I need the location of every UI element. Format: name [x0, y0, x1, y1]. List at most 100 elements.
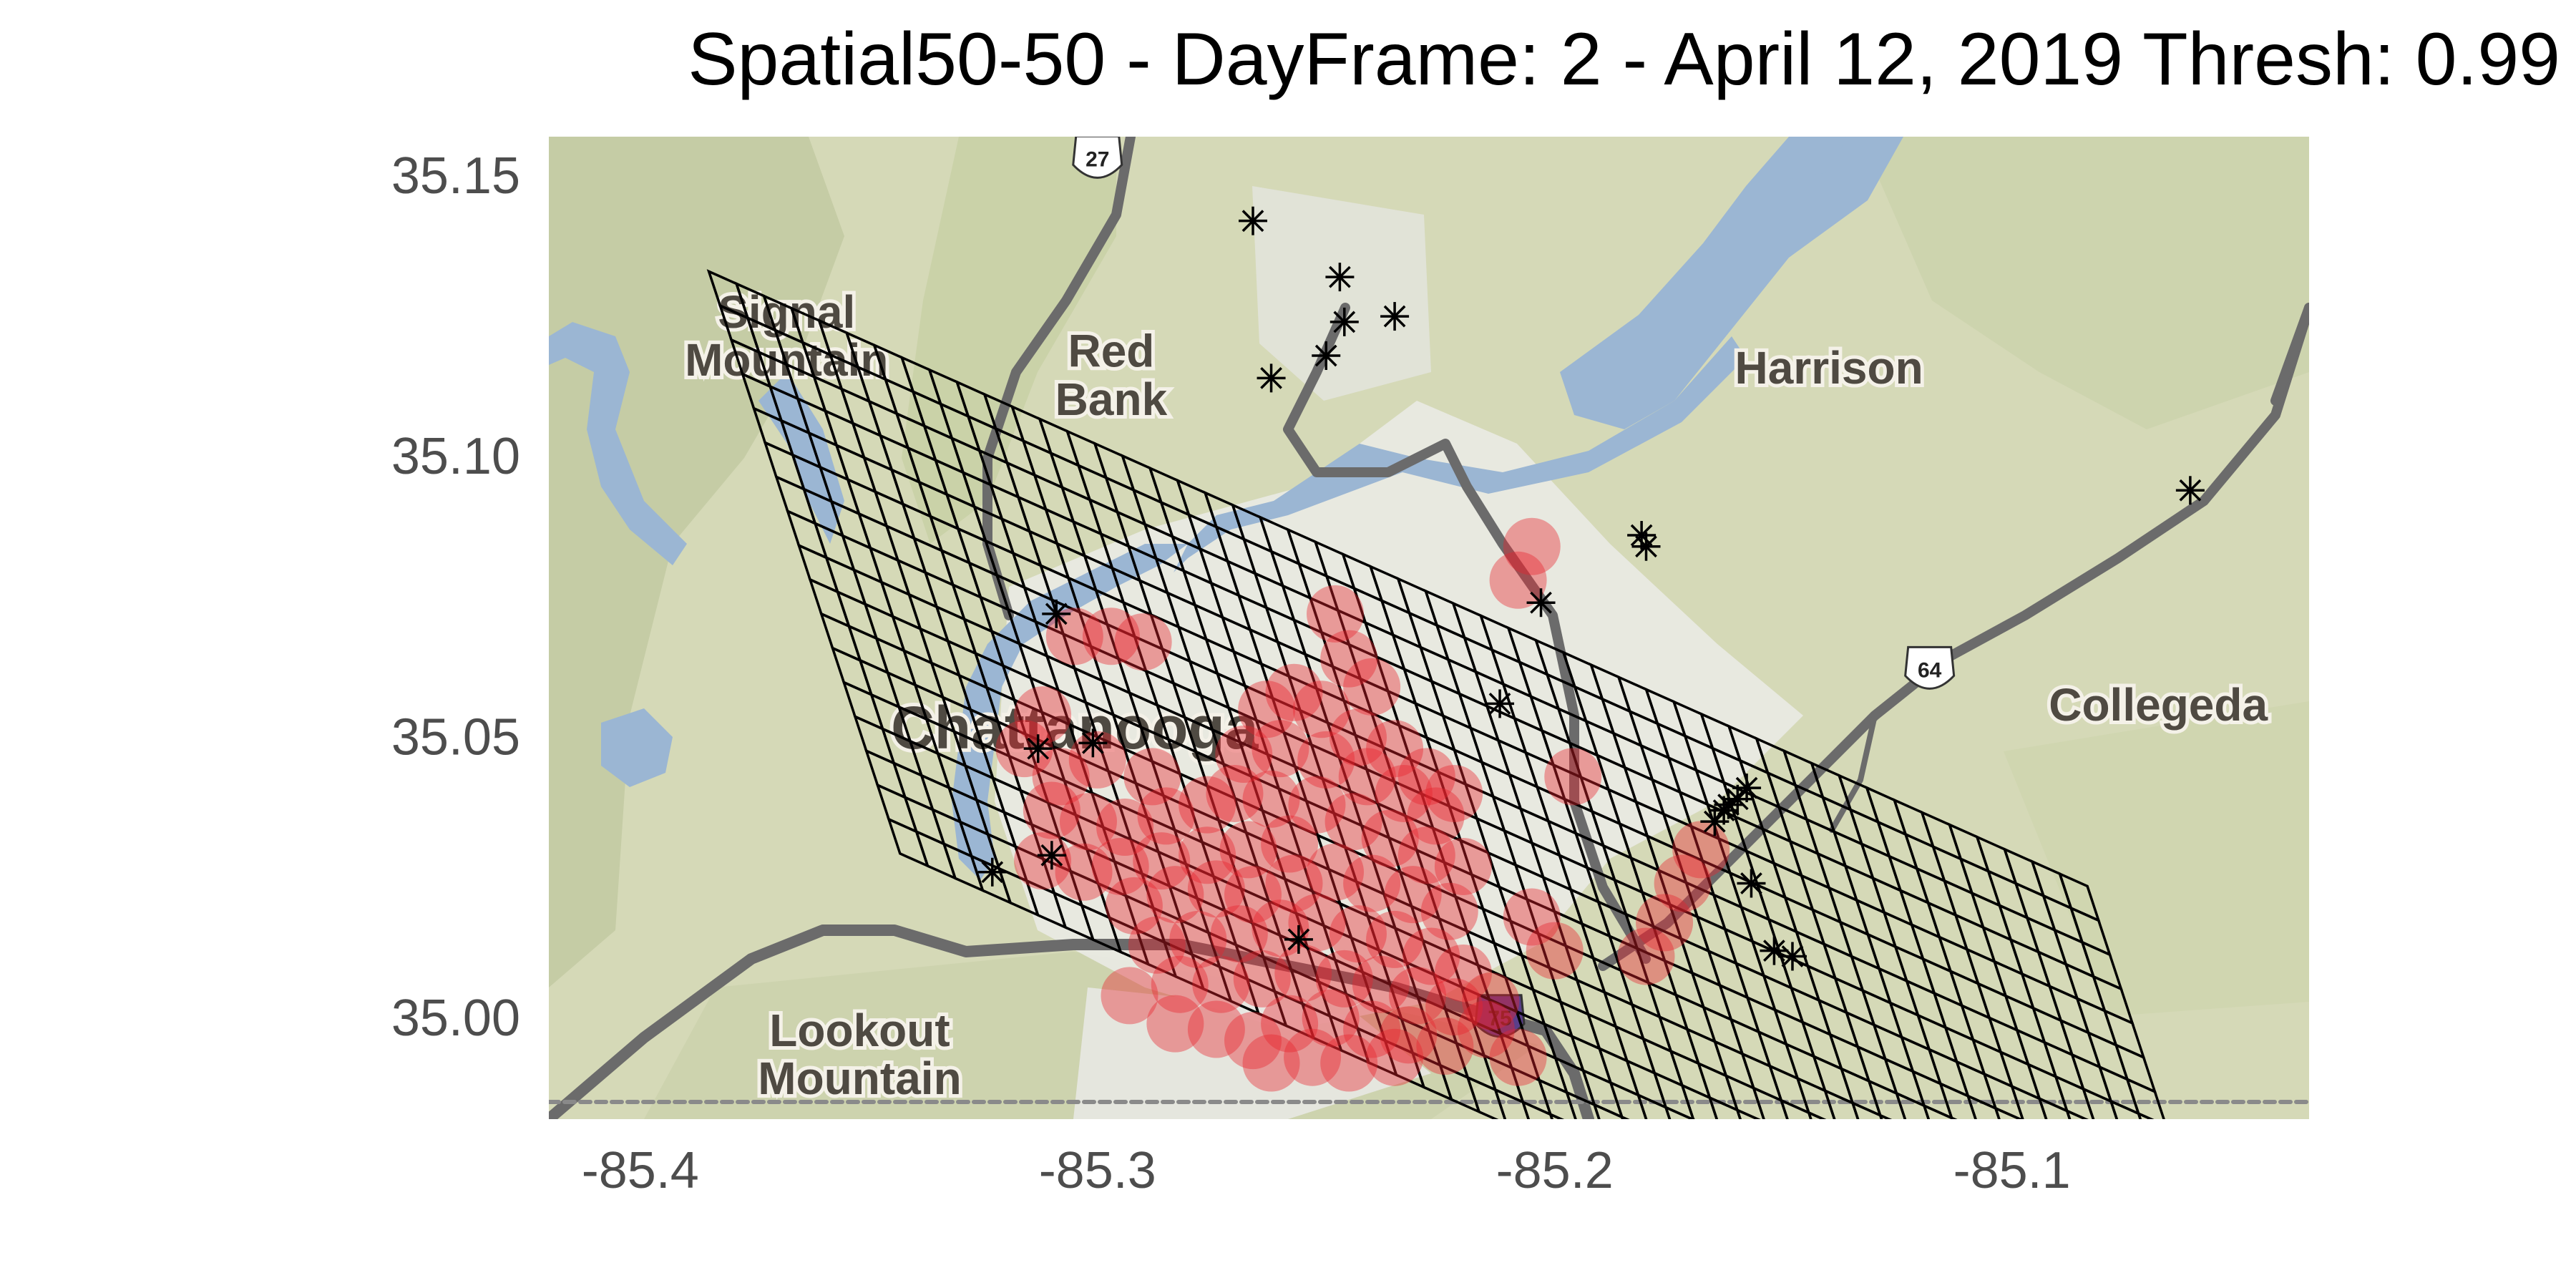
- event-marker: [1257, 364, 1286, 393]
- hotspot-circle: [1292, 680, 1350, 738]
- event-marker: [977, 857, 1007, 887]
- hotspot-circle: [1133, 832, 1191, 890]
- event-marker: [1023, 734, 1053, 763]
- grid-cell: [1765, 1123, 1803, 1169]
- hotspot-circle: [1343, 658, 1401, 716]
- hotspot-circle: [1420, 882, 1478, 940]
- grid-cell: [1909, 1274, 1948, 1288]
- grid-cell: [2073, 1201, 2112, 1248]
- grid-cell: [2081, 1086, 2119, 1119]
- grid-cell: [1982, 1071, 2024, 1119]
- hotspot-circle: [1288, 776, 1346, 834]
- hotspot-circle: [1068, 731, 1126, 789]
- grid-cell: [1633, 1151, 1672, 1198]
- hotspot-circle: [1343, 854, 1401, 912]
- hotspot-circle: [1302, 989, 1360, 1047]
- grid-cell: [2184, 1251, 2223, 1288]
- grid-cell: [1689, 1176, 1727, 1222]
- map-panel[interactable]: Signal Mountain Red BankHarrisonChattanooga…: [549, 136, 2309, 1288]
- hotspot-circle: [1210, 905, 1268, 963]
- hotspot-circle: [1123, 748, 1181, 806]
- grid-cell: [2106, 1158, 2145, 1204]
- hotspot-circle: [1324, 793, 1382, 851]
- hotspot-circle: [1366, 1028, 1424, 1086]
- event-marker: [1042, 599, 1071, 628]
- hotspot-circle: [1192, 955, 1250, 1013]
- grid-cell: [1677, 1142, 1716, 1189]
- grid-cell: [1836, 1125, 1875, 1171]
- y-axis: 35.15 35.10 35.05 35.00: [391, 147, 520, 1047]
- grid-cell: [1941, 1230, 1980, 1277]
- grid-cell: [1661, 1163, 1699, 1210]
- grid-cell: [1779, 1098, 1813, 1119]
- hotspot-circle: [1179, 826, 1236, 884]
- hotspot-circle: [1261, 815, 1319, 873]
- grid-cell: [1898, 1240, 1936, 1287]
- grid-cell: [2094, 1123, 2133, 1170]
- event-marker: [1330, 307, 1359, 336]
- event-marker: [1078, 728, 1108, 758]
- grid-cell: [2052, 1279, 2091, 1288]
- hotspot-circle: [1329, 905, 1387, 963]
- hotspot-circle: [1242, 770, 1300, 828]
- hotspot-circle: [1187, 860, 1245, 918]
- event-marker: [1631, 532, 1661, 561]
- place-label-red-bank: Red Bank: [1055, 326, 1168, 425]
- hotspot-circle: [1224, 1012, 1282, 1070]
- grid-cell: [1922, 1103, 1953, 1119]
- grid-cell: [1724, 1073, 1765, 1119]
- x-tick-label: -85.3: [1039, 1142, 1156, 1199]
- hotspot-circle: [1457, 1000, 1515, 1058]
- hotspot-circle: [1101, 967, 1158, 1025]
- place-label-collegedale: Collegeda: [2049, 679, 2268, 731]
- grid-cell: [2089, 1179, 2128, 1226]
- hotspot-circle: [1105, 877, 1163, 935]
- grid-cell: [2156, 1239, 2195, 1285]
- hotspot-circle: [1434, 945, 1492, 1002]
- grid-cell: [1953, 1264, 1991, 1288]
- grid-cell: [1619, 1114, 1630, 1119]
- hotspot-circle: [1297, 731, 1355, 789]
- y-tick-label: 35.05: [391, 708, 520, 766]
- grid-cell: [1771, 1213, 1810, 1259]
- event-marker: [1312, 341, 1341, 370]
- grid-cell: [2054, 1074, 2095, 1119]
- hotspot-circle: [1146, 995, 1204, 1053]
- hotspot-circle: [1315, 950, 1373, 1008]
- route-shield-label: 27: [1085, 147, 1109, 171]
- y-tick-label: 35.10: [391, 428, 520, 485]
- grid-cell: [1958, 1209, 1996, 1255]
- hotspot-circle: [1179, 776, 1236, 834]
- grid-cell: [2122, 1136, 2161, 1182]
- grid-cell: [2140, 1260, 2178, 1288]
- grid-cell: [1806, 1110, 1827, 1119]
- hotspot-circle: [1261, 995, 1319, 1053]
- route-shield-us-27: 27: [1072, 137, 1123, 179]
- hotspot-circle: [1320, 630, 1378, 688]
- grid-cell: [2172, 1216, 2211, 1263]
- hotspot-circle: [1014, 686, 1072, 744]
- grid-cell: [2125, 1077, 2165, 1119]
- hotspot-circle: [1462, 972, 1520, 1030]
- hotspot-circle: [1238, 680, 1296, 738]
- grid-cell: [2161, 1182, 2200, 1229]
- grid-cell: [2096, 1270, 2135, 1288]
- route-shield-us-64: 64: [1904, 645, 1956, 690]
- hotspot-circle: [1503, 517, 1561, 575]
- grid-cell: [1760, 1179, 1798, 1225]
- grid-cell: [1826, 1237, 1865, 1284]
- hotspot-circle: [1128, 916, 1186, 974]
- grid-cell: [2009, 1083, 2048, 1119]
- hotspot-circle: [1343, 1000, 1401, 1058]
- grid-cell: [1848, 1159, 1886, 1206]
- hotspot-circle: [1526, 922, 1584, 980]
- hotspot-circle: [1014, 832, 1072, 890]
- grid-cell: [1749, 1144, 1787, 1191]
- hotspot-circle: [1654, 854, 1712, 912]
- grid-cell: [2136, 1111, 2155, 1119]
- x-tick-label: -85.1: [1953, 1142, 2071, 1199]
- grid-cell: [2041, 1245, 2079, 1288]
- grid-cell: [1919, 1162, 1958, 1209]
- place-label-lookout-mountain: Lookout Mountain: [758, 1005, 961, 1104]
- hotspot-circle: [1384, 866, 1442, 924]
